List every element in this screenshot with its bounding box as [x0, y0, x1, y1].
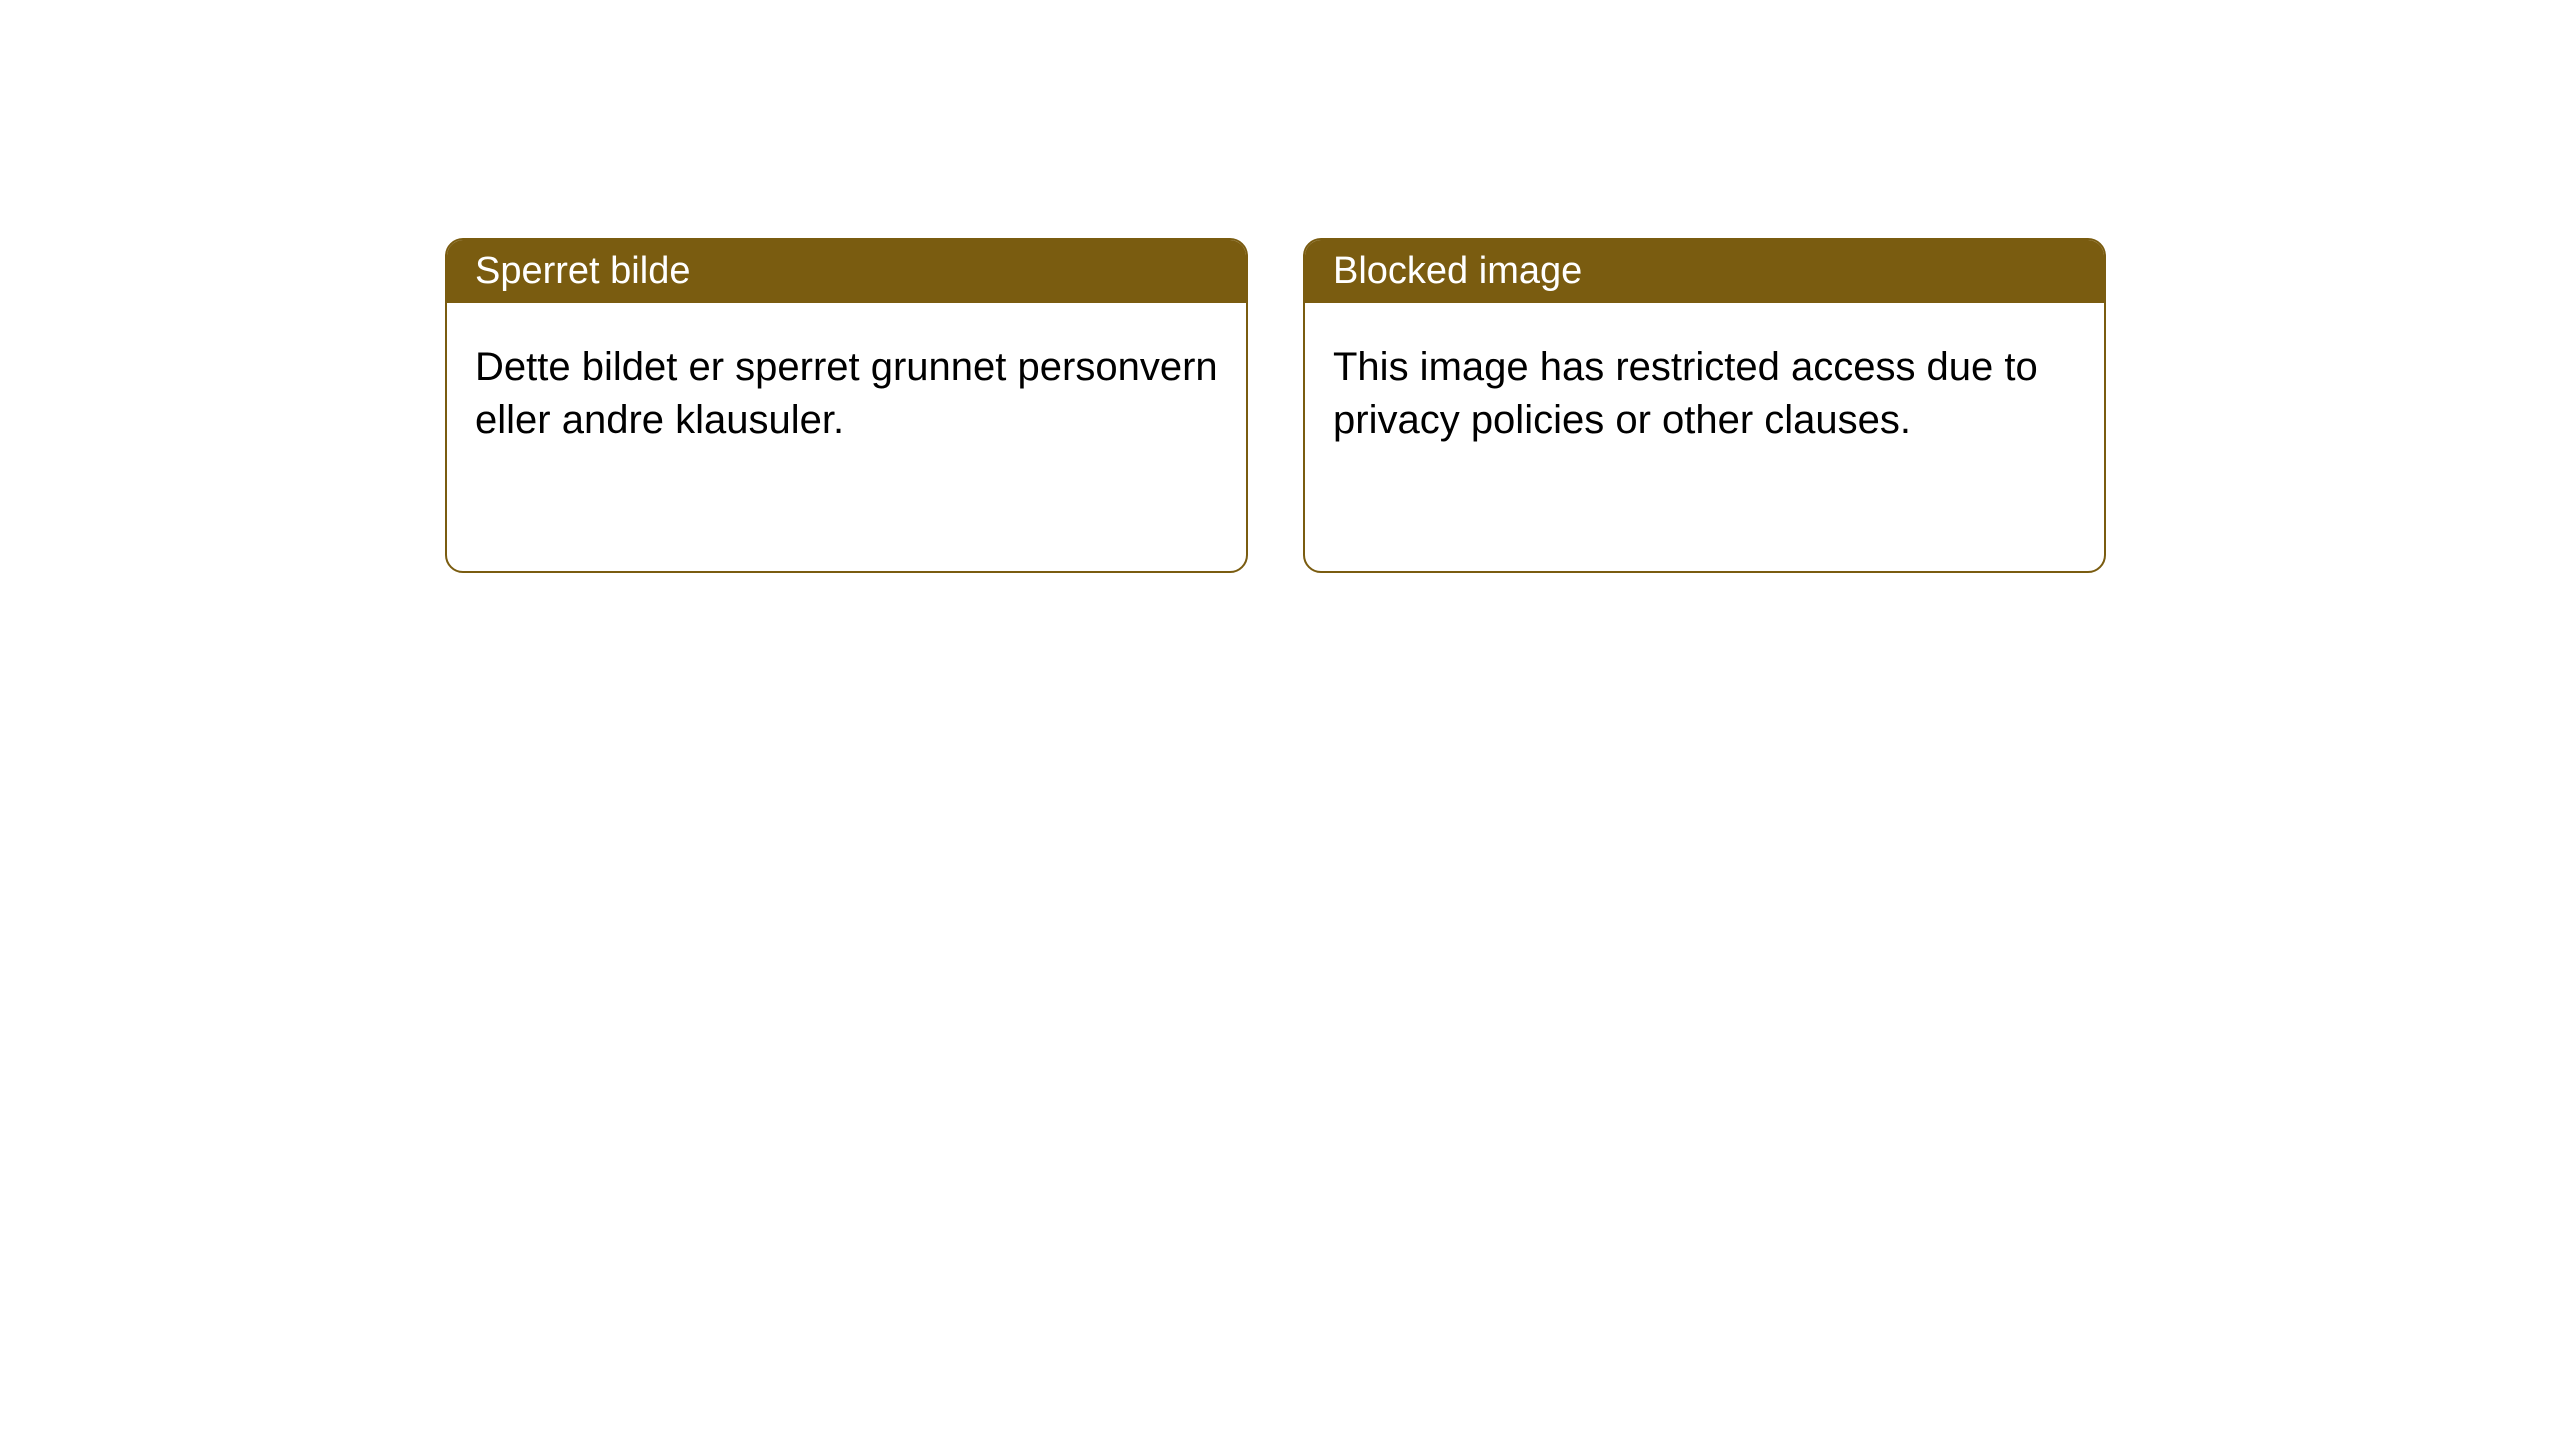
notice-card-body: Dette bildet er sperret grunnet personve… [447, 303, 1246, 485]
notice-container: Sperret bilde Dette bildet er sperret gr… [445, 238, 2106, 573]
notice-card-header: Blocked image [1305, 240, 2104, 303]
notice-card-header: Sperret bilde [447, 240, 1246, 303]
notice-card-no: Sperret bilde Dette bildet er sperret gr… [445, 238, 1248, 573]
notice-card-en: Blocked image This image has restricted … [1303, 238, 2106, 573]
notice-card-body: This image has restricted access due to … [1305, 303, 2104, 485]
